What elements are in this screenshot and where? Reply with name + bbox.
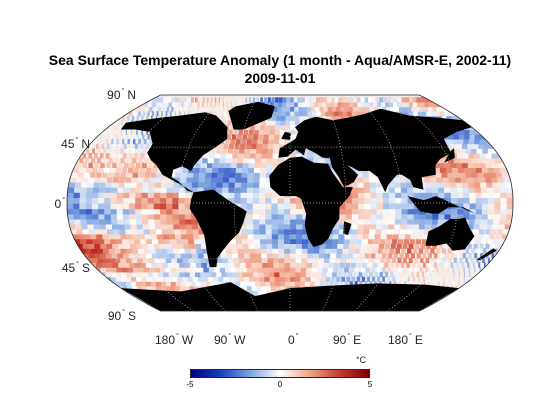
lat-label-45s: 45° S [61, 261, 90, 275]
lon-label-180w: 180° W [155, 333, 194, 347]
lon-label-90e: 90° E [333, 333, 362, 347]
lat-label-90s: 90° S [107, 309, 136, 323]
colorbar-unit-label: °C [356, 355, 367, 365]
lat-label-0: 0° [54, 197, 66, 211]
lon-label-90w: 90° W [214, 333, 246, 347]
graticule [67, 95, 513, 311]
lat-label-90n: 90° N [107, 88, 136, 102]
colorbar-tick-max: 5 [367, 380, 373, 389]
lon-label-0: 0° [288, 333, 299, 347]
colorbar-tick-min: -5 [186, 380, 194, 389]
colorbar [190, 369, 370, 378]
map-title: Sea Surface Temperature Anomaly (1 month… [48, 52, 512, 68]
map-date-subtitle: 2009-11-01 [244, 70, 316, 86]
colorbar-tick-mid: 0 [277, 380, 283, 389]
lat-label-45n: 45° N [61, 137, 90, 151]
colorbar-gradient [191, 370, 369, 377]
globe-outline [66, 94, 514, 312]
land-masses [120, 101, 497, 311]
lon-label-180e: 180° E [388, 333, 423, 347]
